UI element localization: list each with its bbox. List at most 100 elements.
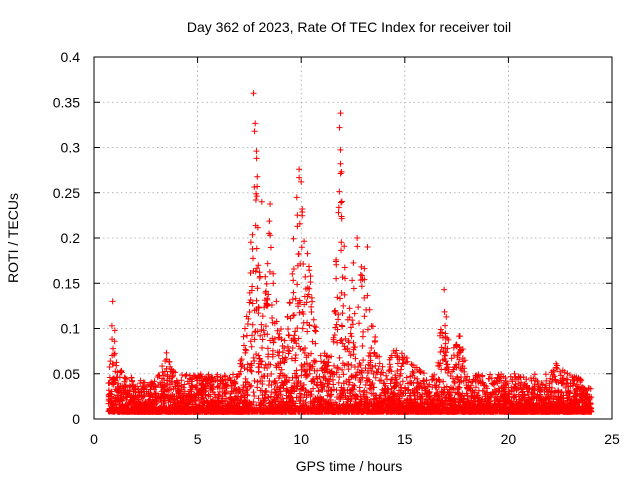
data-point — [351, 310, 358, 317]
data-point — [531, 371, 538, 378]
data-point — [548, 384, 555, 391]
data-point — [350, 339, 357, 346]
data-point — [366, 306, 373, 313]
data-point — [455, 361, 462, 368]
data-point — [309, 363, 316, 370]
data-point — [264, 331, 271, 338]
data-point — [199, 381, 206, 388]
data-point — [273, 298, 280, 305]
data-point — [270, 270, 277, 277]
data-point — [426, 393, 433, 400]
data-point — [271, 336, 278, 343]
data-point — [521, 392, 528, 399]
data-point — [236, 371, 243, 378]
data-point — [243, 387, 250, 394]
data-point — [292, 337, 299, 344]
data-point — [238, 356, 245, 363]
data-point — [405, 386, 412, 393]
data-point — [241, 325, 248, 332]
data-point — [465, 379, 472, 386]
data-point — [247, 239, 254, 246]
data-point — [349, 321, 356, 328]
data-point — [109, 361, 116, 368]
data-point — [361, 276, 368, 283]
data-point — [252, 120, 259, 127]
data-point — [411, 375, 418, 382]
data-point — [314, 382, 321, 389]
data-point — [303, 374, 310, 381]
data-point — [260, 398, 267, 405]
data-point — [309, 298, 316, 305]
data-point — [346, 379, 353, 386]
data-point — [300, 381, 307, 388]
data-point — [333, 275, 340, 282]
data-point — [108, 388, 115, 395]
data-point — [273, 318, 280, 325]
data-point — [358, 368, 365, 375]
data-point — [254, 224, 261, 231]
data-point — [229, 371, 236, 378]
data-point — [298, 244, 305, 251]
data-point — [344, 345, 351, 352]
data-point — [216, 388, 223, 395]
data-point — [278, 336, 285, 343]
data-point — [445, 336, 452, 343]
data-point — [338, 213, 345, 220]
data-point — [296, 309, 303, 316]
data-point — [294, 212, 301, 219]
data-point — [250, 398, 257, 405]
data-point — [337, 337, 344, 344]
data-point — [113, 359, 120, 366]
data-point — [346, 305, 353, 312]
data-point — [151, 378, 158, 385]
data-point — [290, 277, 297, 284]
data-point — [331, 362, 338, 369]
data-point — [312, 340, 319, 347]
data-point — [214, 371, 221, 378]
grid-lines — [94, 57, 612, 419]
data-point — [314, 367, 321, 374]
data-point — [380, 369, 387, 376]
data-point — [286, 300, 293, 307]
data-point — [346, 314, 353, 321]
data-point — [356, 388, 363, 395]
data-point — [435, 384, 442, 391]
data-point — [300, 261, 307, 268]
data-point — [268, 302, 275, 309]
data-point — [301, 345, 308, 352]
data-point — [215, 391, 222, 398]
data-point — [270, 339, 277, 346]
data-point — [159, 363, 166, 370]
data-point — [299, 212, 306, 219]
data-point — [302, 273, 309, 280]
data-point — [461, 368, 468, 375]
data-point — [267, 244, 274, 251]
data-point — [285, 332, 292, 339]
data-point — [106, 363, 113, 370]
data-point — [281, 345, 288, 352]
data-point — [294, 281, 301, 288]
data-point — [263, 387, 270, 394]
data-point — [333, 369, 340, 376]
data-point — [331, 386, 338, 393]
data-point — [162, 397, 169, 404]
data-point — [408, 397, 415, 404]
data-point — [410, 370, 417, 377]
data-point — [277, 360, 284, 367]
data-point — [442, 340, 449, 347]
data-point — [251, 336, 258, 343]
data-point — [108, 322, 115, 329]
data-point — [528, 389, 535, 396]
data-point — [137, 377, 144, 384]
data-point — [254, 328, 261, 335]
data-point — [336, 373, 343, 380]
data-point — [341, 362, 348, 369]
data-point — [335, 379, 342, 386]
data-point — [414, 379, 421, 386]
data-point — [338, 198, 345, 205]
data-point — [554, 365, 561, 372]
data-point — [244, 361, 251, 368]
data-point — [461, 357, 468, 364]
data-point — [266, 218, 273, 225]
data-point — [238, 393, 245, 400]
